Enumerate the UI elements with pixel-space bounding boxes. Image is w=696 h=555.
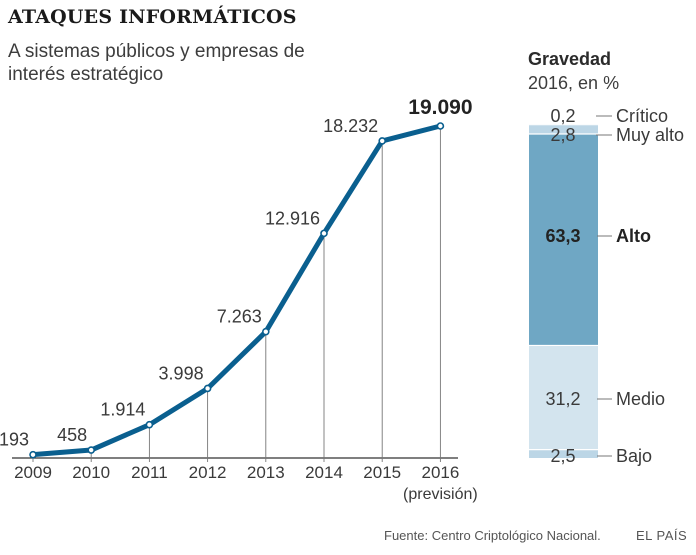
segment-value-label: 31,2 bbox=[545, 389, 580, 409]
data-label: 1.914 bbox=[100, 400, 145, 420]
data-label: 458 bbox=[57, 425, 87, 445]
data-label: 18.232 bbox=[323, 116, 378, 136]
attacks-series-line bbox=[30, 123, 443, 458]
data-point bbox=[203, 384, 212, 393]
segment-value-label: 2,8 bbox=[550, 125, 575, 145]
x-tick-sublabel: (previsión) bbox=[403, 486, 478, 503]
data-point bbox=[145, 420, 154, 429]
data-point bbox=[436, 122, 445, 130]
data-point bbox=[378, 137, 387, 145]
segment-value-label: 63,3 bbox=[545, 226, 580, 246]
severity-panel-title: Gravedad bbox=[528, 49, 612, 69]
severity-panel-subtitle: 2016, en % bbox=[528, 73, 620, 93]
x-tick-label: 2012 bbox=[189, 463, 227, 482]
data-point bbox=[320, 229, 328, 238]
x-tick-label: 2013 bbox=[247, 463, 285, 482]
data-label: 7.263 bbox=[217, 307, 262, 327]
brand-logo-text: EL PAÍS bbox=[636, 528, 688, 543]
stack-segment bbox=[529, 345, 598, 450]
segment-category-label: Alto bbox=[616, 226, 651, 246]
x-tick-label: 2015 bbox=[363, 463, 401, 482]
segment-category-label: Bajo bbox=[616, 446, 652, 466]
chart-title: ATAQUES INFORMÁTICOS bbox=[8, 6, 297, 28]
x-tick-label: 2010 bbox=[72, 463, 110, 482]
segment-category-label: Muy alto bbox=[616, 125, 684, 145]
data-point bbox=[87, 446, 95, 454]
segment-category-label: Crítico bbox=[616, 106, 668, 126]
data-label: 193 bbox=[0, 430, 29, 450]
x-tick-label: 2009 bbox=[14, 463, 52, 482]
segment-value-label: 0,2 bbox=[550, 106, 575, 126]
segment-category-label: Medio bbox=[616, 389, 665, 409]
data-label: 19.090 bbox=[408, 96, 472, 119]
stack-segment bbox=[529, 449, 598, 458]
data-point bbox=[261, 327, 270, 336]
x-tick-label: 2014 bbox=[305, 463, 343, 482]
data-label: 12.916 bbox=[265, 208, 320, 228]
x-tick-label: 2016 bbox=[421, 463, 459, 482]
segment-value-label: 2,5 bbox=[550, 446, 575, 466]
stack-segment bbox=[529, 134, 598, 346]
x-tick-label: 2011 bbox=[131, 463, 168, 482]
data-point bbox=[29, 450, 37, 459]
source-note: Fuente: Centro Criptológico Nacional. bbox=[384, 528, 601, 543]
data-label: 3.998 bbox=[159, 363, 204, 383]
chart-subtitle: A sistemas públicos y empresas de interé… bbox=[8, 41, 305, 85]
stack-segment bbox=[529, 124, 598, 135]
